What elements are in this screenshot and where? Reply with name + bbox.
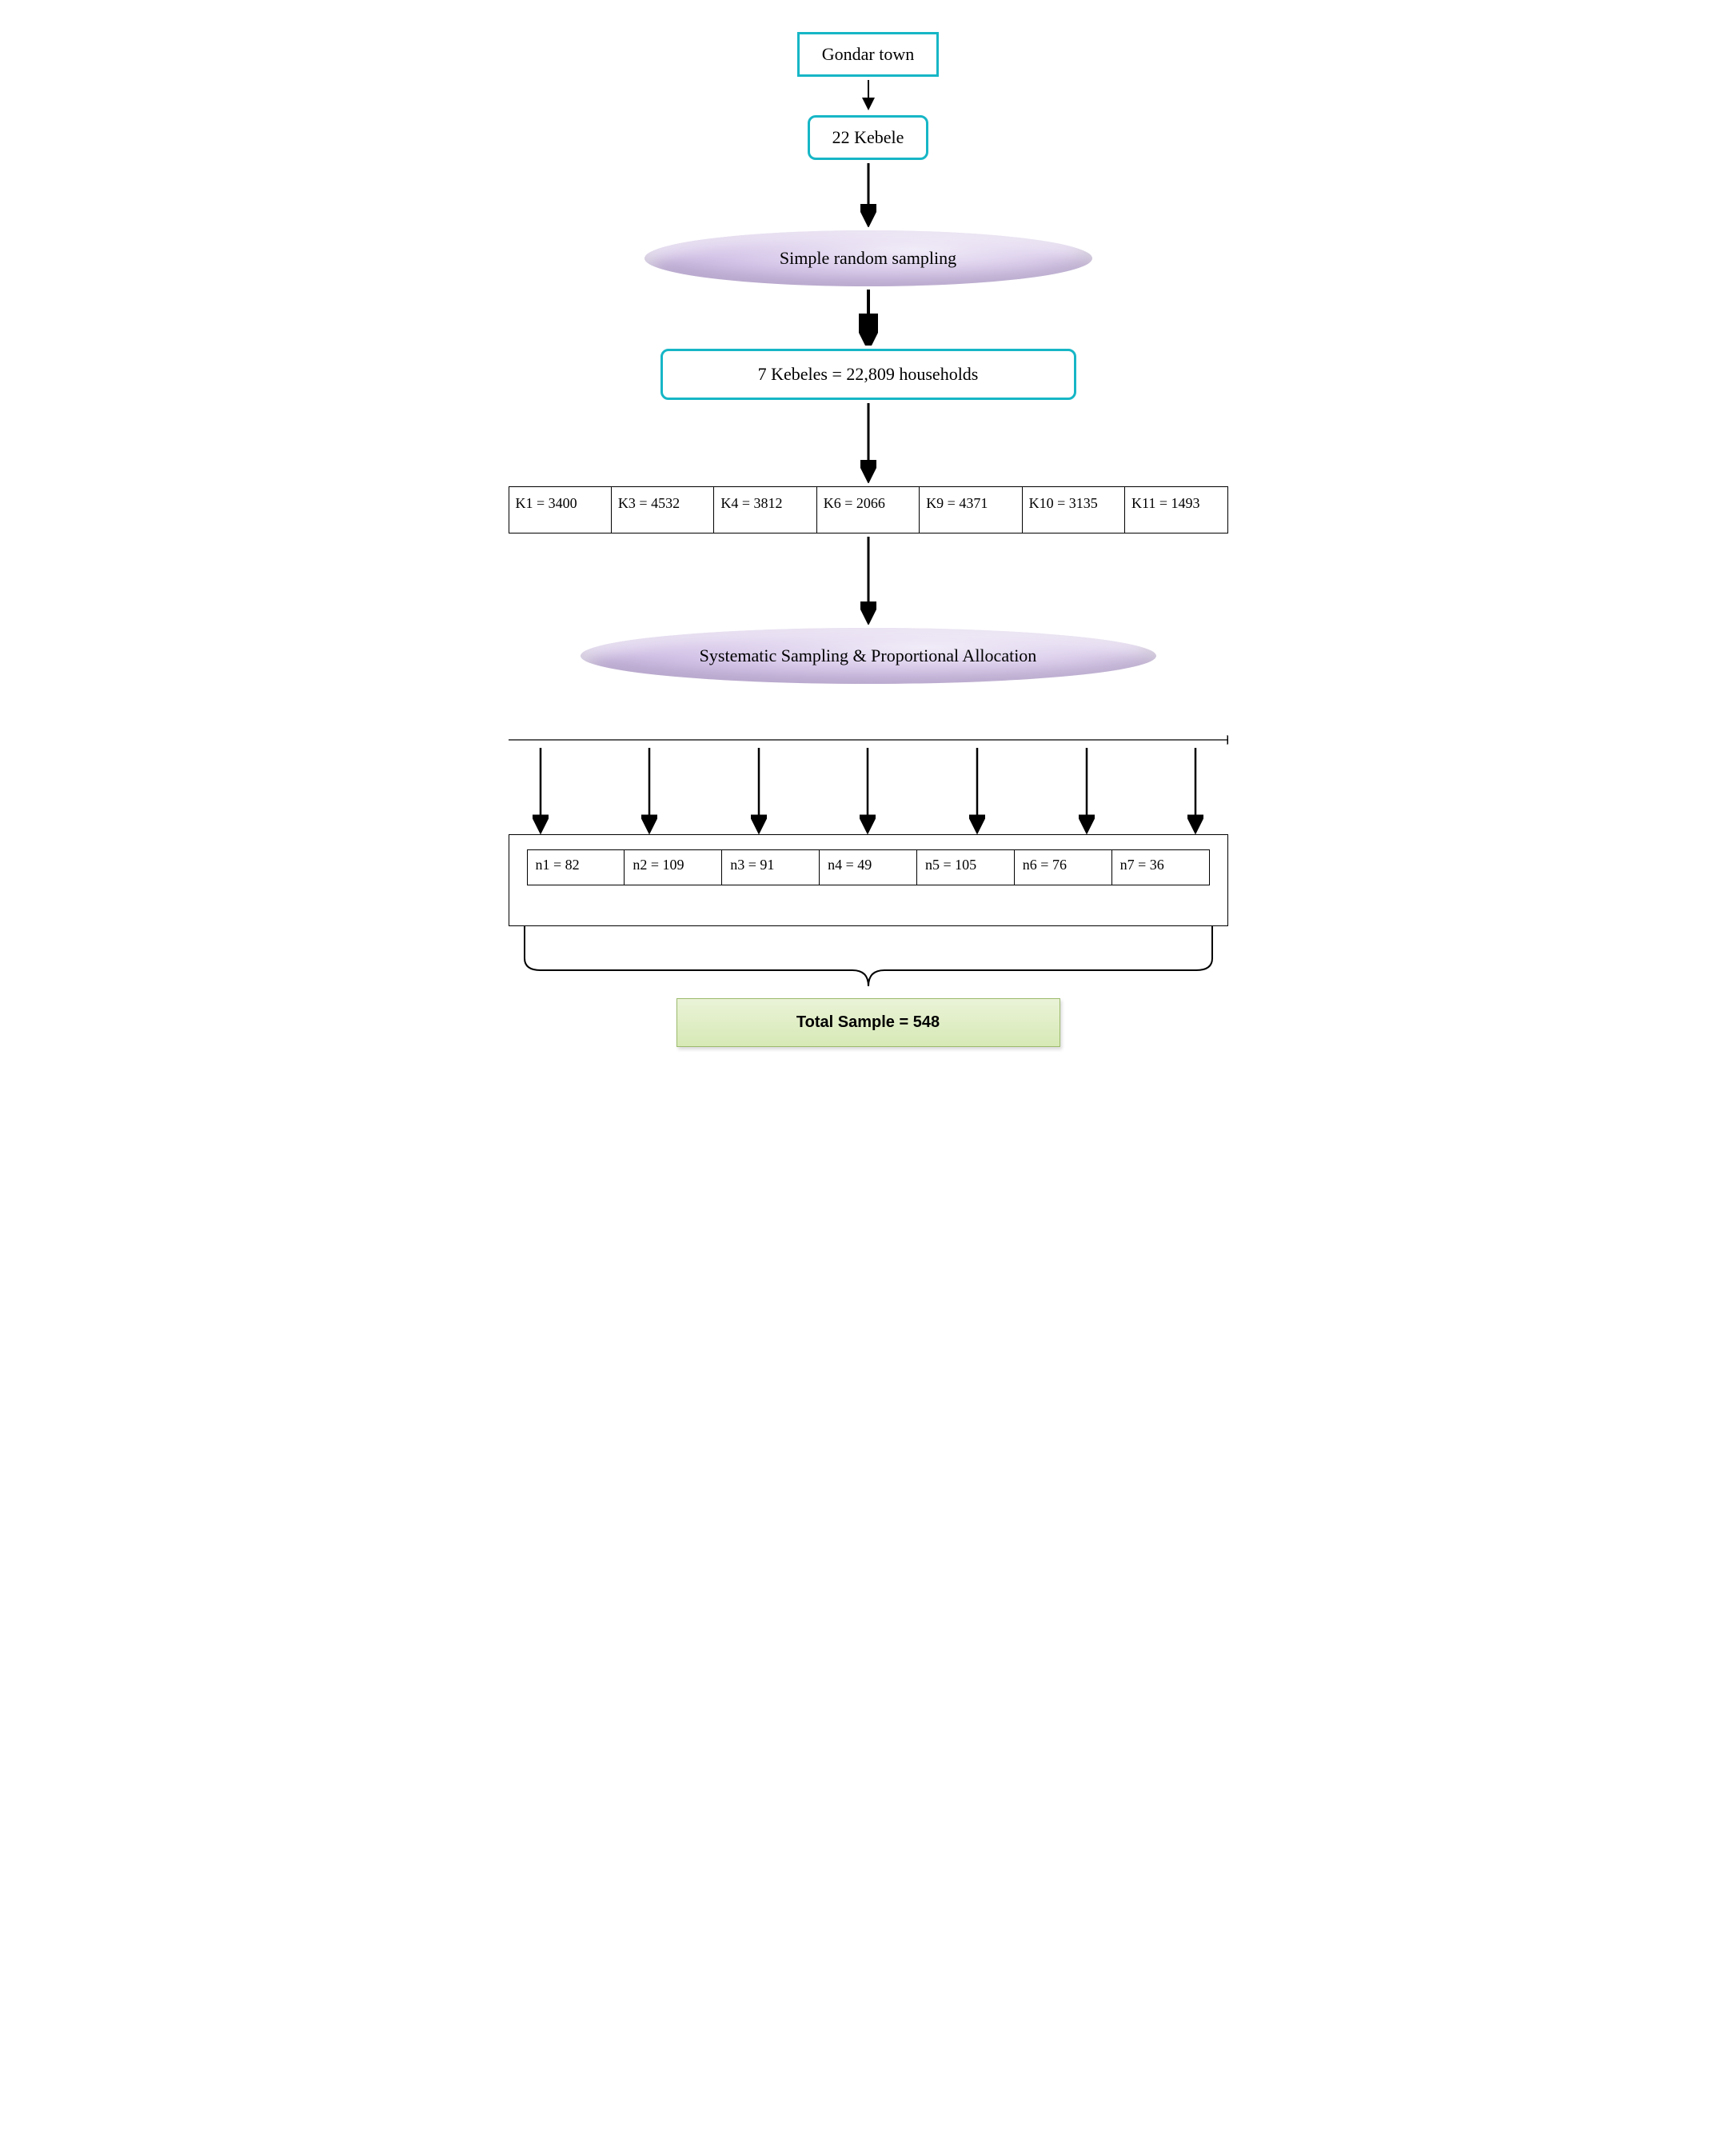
- label: Gondar town: [822, 44, 914, 64]
- fan-arrow-6: [1079, 748, 1095, 836]
- cell-text: n5 = 105: [925, 857, 976, 873]
- cell-k6: K6 = 2066: [817, 487, 920, 533]
- flowchart: Gondar town 22 Kebele Simple random samp…: [469, 32, 1268, 1047]
- k-population-row: K1 = 3400 K3 = 4532 K4 = 3812 K6 = 2066 …: [509, 486, 1228, 534]
- node-22-kebele: 22 Kebele: [808, 115, 929, 160]
- fan-arrow-5: [969, 748, 985, 836]
- node-7-kebeles: 7 Kebeles = 22,809 households: [660, 349, 1076, 400]
- cell-n7: n7 = 36: [1112, 850, 1209, 885]
- cell-text: n3 = 91: [730, 857, 774, 873]
- timeline-axis: [509, 732, 1228, 836]
- fan-arrows: [509, 748, 1228, 836]
- label: Simple random sampling: [780, 248, 956, 268]
- cell-text: n7 = 36: [1120, 857, 1164, 873]
- cell-n5: n5 = 105: [917, 850, 1015, 885]
- fan-arrow-2: [641, 748, 657, 836]
- cell-text: K11 = 1493: [1131, 495, 1199, 511]
- cell-k4: K4 = 3812: [714, 487, 816, 533]
- arrow-down-1: [860, 77, 876, 115]
- cell-n3: n3 = 91: [722, 850, 820, 885]
- fan-arrow-3: [751, 748, 767, 836]
- node-systematic-sampling: Systematic Sampling & Proportional Alloc…: [581, 628, 1156, 684]
- cell-text: n4 = 49: [828, 857, 872, 873]
- node-total-sample: Total Sample = 548: [676, 998, 1060, 1047]
- cell-text: n2 = 109: [633, 857, 684, 873]
- arrow-down-3: [859, 286, 878, 349]
- cell-k9: K9 = 4371: [920, 487, 1022, 533]
- cell-text: K6 = 2066: [824, 495, 885, 511]
- arrow-down-5: [860, 534, 876, 628]
- cell-text: n6 = 76: [1023, 857, 1067, 873]
- cell-text: n1 = 82: [536, 857, 580, 873]
- cell-n6: n6 = 76: [1015, 850, 1112, 885]
- cell-k11: K11 = 1493: [1125, 487, 1227, 533]
- label: Systematic Sampling & Proportional Alloc…: [700, 645, 1037, 665]
- fan-arrow-4: [860, 748, 876, 836]
- fan-arrow-7: [1187, 748, 1203, 836]
- fan-arrow-1: [533, 748, 549, 836]
- node-simple-random-sampling: Simple random sampling: [645, 230, 1092, 286]
- cell-k10: K10 = 3135: [1023, 487, 1125, 533]
- arrow-down-4: [860, 400, 876, 486]
- sample-outer-box: n1 = 82 n2 = 109 n3 = 91 n4 = 49 n5 = 10…: [509, 834, 1228, 926]
- brace-connector: [509, 926, 1228, 998]
- arrow-down-2: [860, 160, 876, 230]
- cell-k3: K3 = 4532: [612, 487, 714, 533]
- cell-k1: K1 = 3400: [509, 487, 612, 533]
- label: 22 Kebele: [832, 127, 904, 147]
- cell-n2: n2 = 109: [625, 850, 722, 885]
- cell-n4: n4 = 49: [820, 850, 917, 885]
- cell-text: K10 = 3135: [1029, 495, 1098, 511]
- label: 7 Kebeles = 22,809 households: [758, 364, 979, 384]
- node-gondar-town: Gondar town: [797, 32, 939, 77]
- cell-text: K4 = 3812: [720, 495, 782, 511]
- cell-text: K1 = 3400: [516, 495, 577, 511]
- cell-n1: n1 = 82: [528, 850, 625, 885]
- cell-text: K9 = 4371: [926, 495, 988, 511]
- cell-text: K3 = 4532: [618, 495, 680, 511]
- n-sample-row: n1 = 82 n2 = 109 n3 = 91 n4 = 49 n5 = 10…: [527, 849, 1210, 885]
- label: Total Sample = 548: [796, 1013, 940, 1031]
